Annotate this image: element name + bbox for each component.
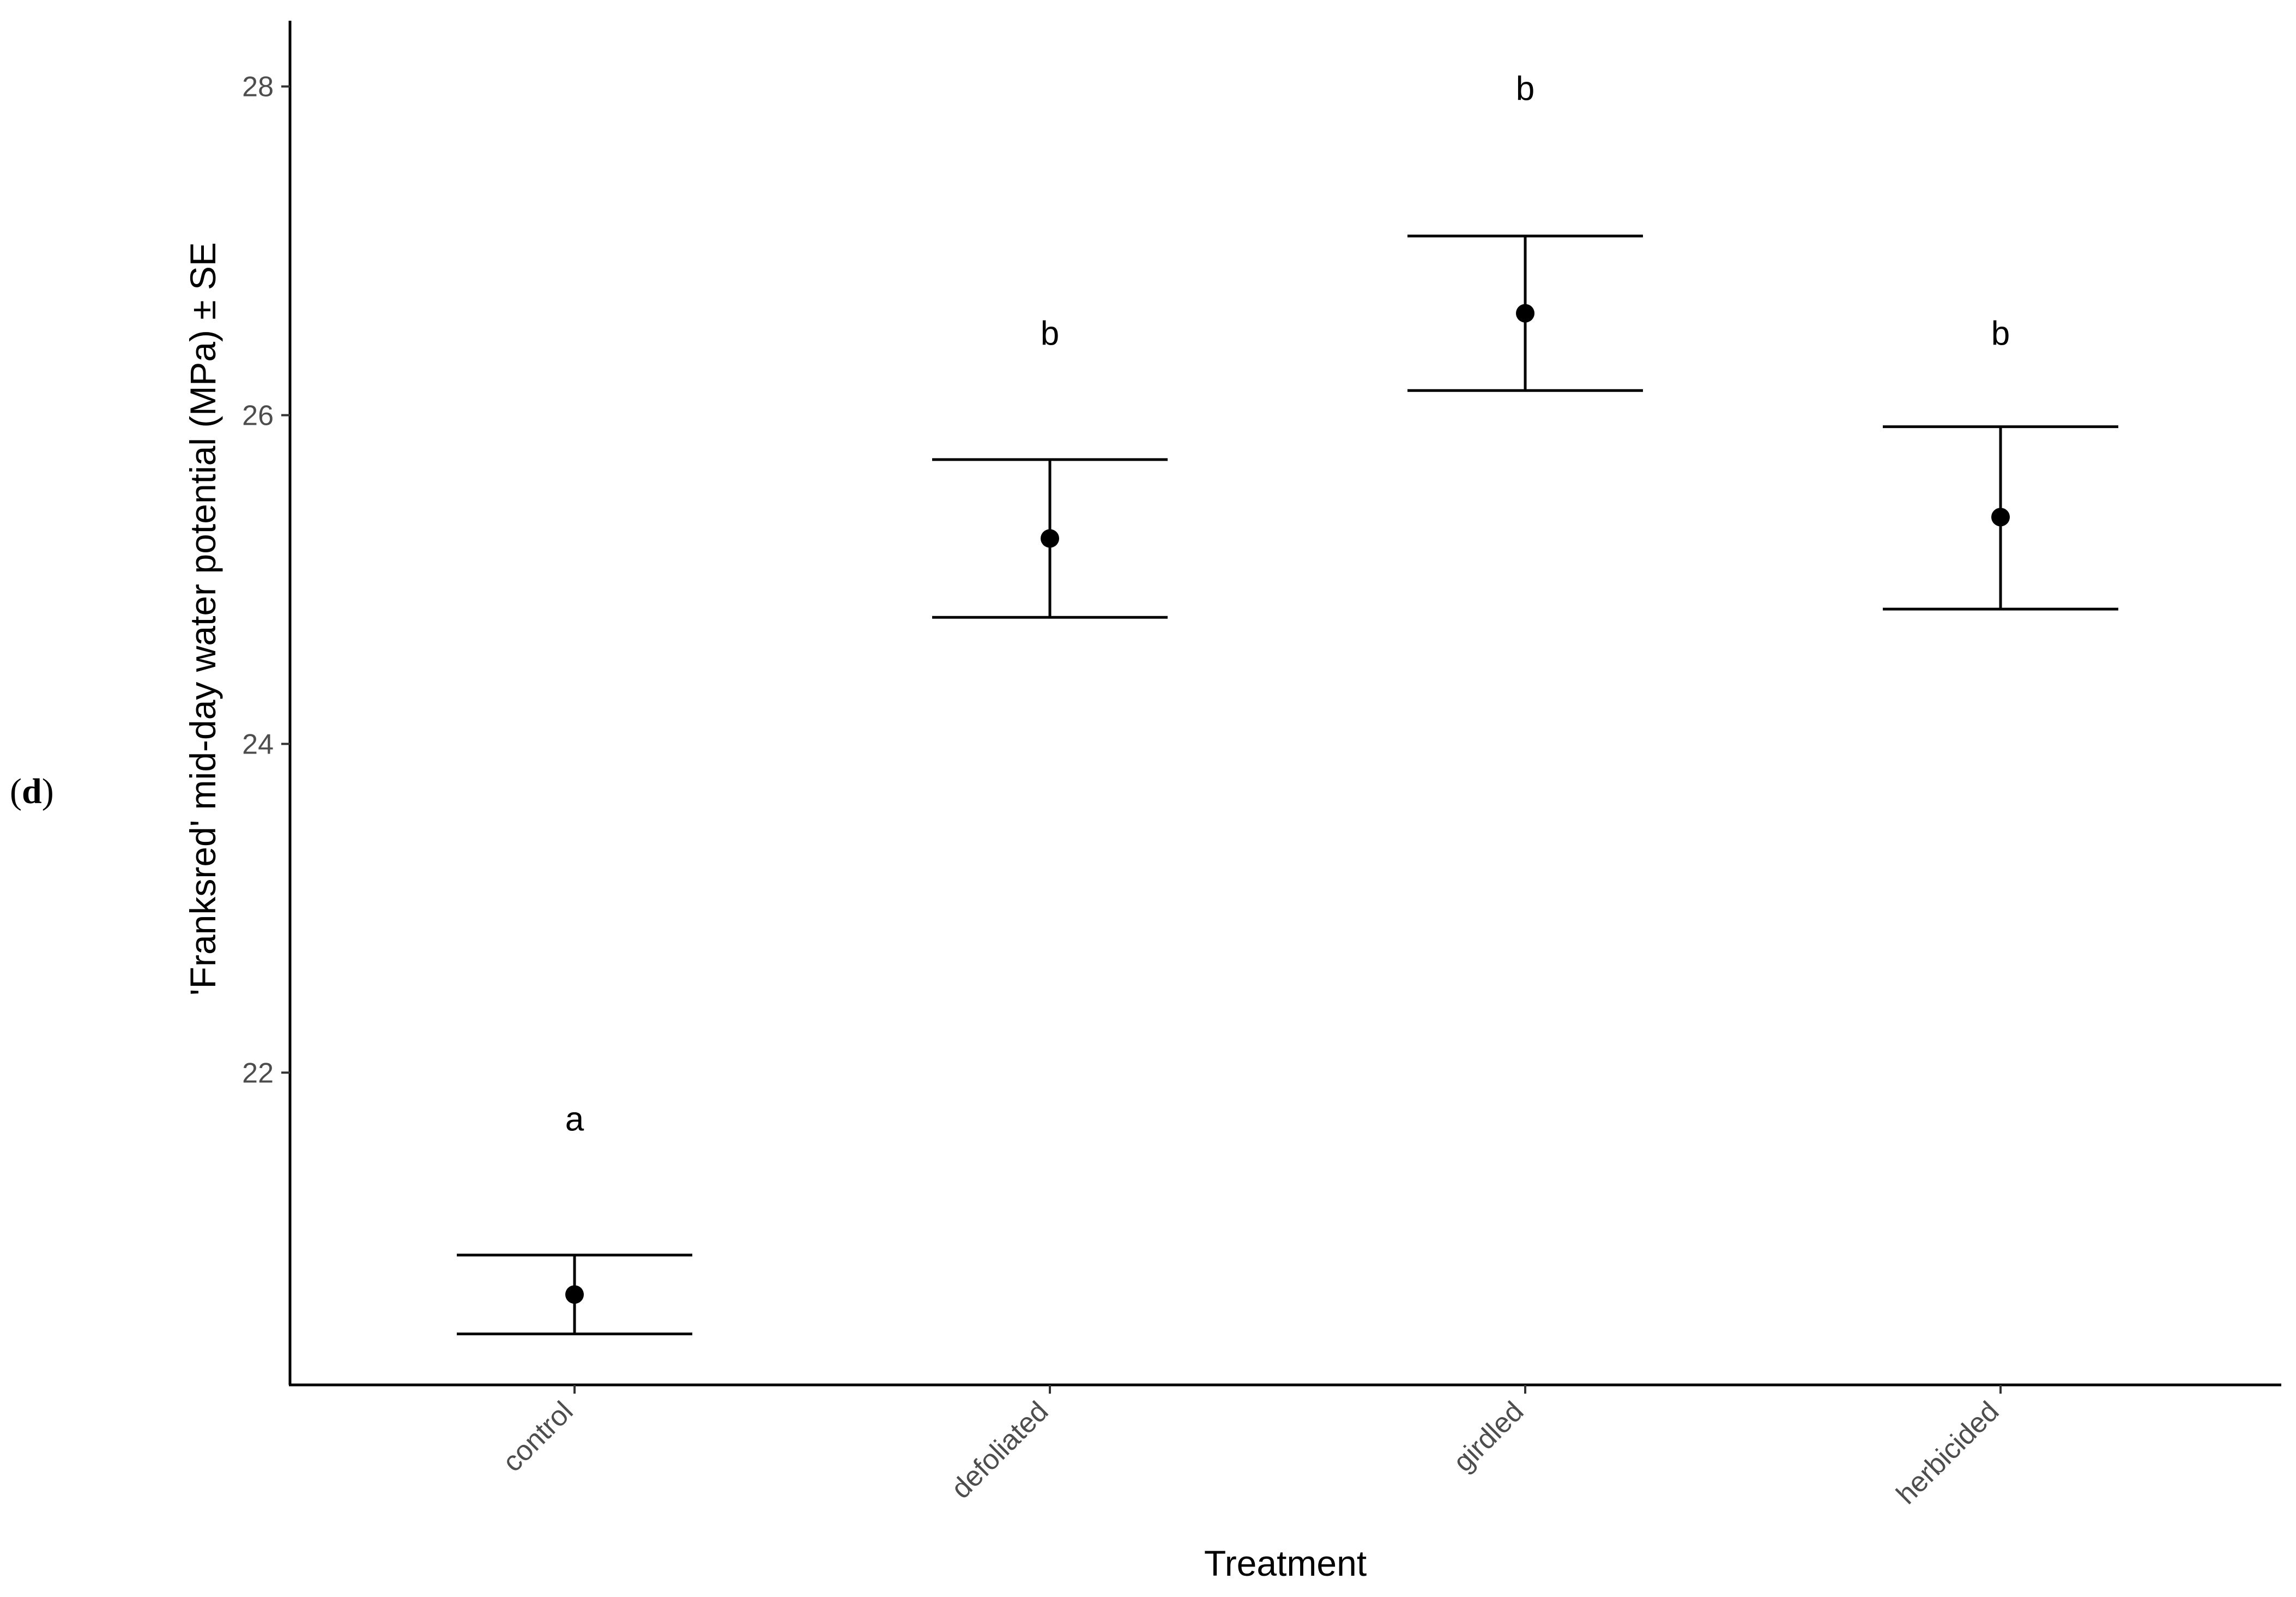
y-tick-label: 26 xyxy=(242,400,274,431)
significance-letter: b xyxy=(1516,70,1534,108)
x-axis-title: Treatment xyxy=(1204,1543,1367,1583)
x-tick-label: herbicided xyxy=(1890,1395,2005,1510)
mean-point xyxy=(1516,304,1534,323)
panel-label: (d) xyxy=(10,772,54,811)
y-axis-ticks: 22 24 26 28 xyxy=(242,71,290,1089)
x-axis-ticks: control defoliated girdled herbicided xyxy=(497,1385,2005,1510)
error-bars-and-points xyxy=(457,234,2118,1336)
mean-point xyxy=(1991,508,2010,527)
mean-point xyxy=(565,1285,584,1304)
mean-point xyxy=(1041,529,1059,548)
y-tick-label: 28 xyxy=(242,71,274,103)
y-tick-label: 22 xyxy=(242,1057,274,1089)
significance-letter: b xyxy=(1991,315,2010,353)
y-axis-title: 'Franksred' mid-day water potential (MPa… xyxy=(183,242,223,996)
y-tick-label: 24 xyxy=(242,728,274,760)
significance-letter: b xyxy=(1041,315,1059,353)
x-tick-label: control xyxy=(497,1395,579,1478)
x-tick-label: girdled xyxy=(1447,1395,1530,1478)
significance-letter: a xyxy=(565,1101,584,1138)
significance-letters: a b b b xyxy=(565,70,2010,1138)
x-tick-label: defoliated xyxy=(945,1395,1054,1504)
